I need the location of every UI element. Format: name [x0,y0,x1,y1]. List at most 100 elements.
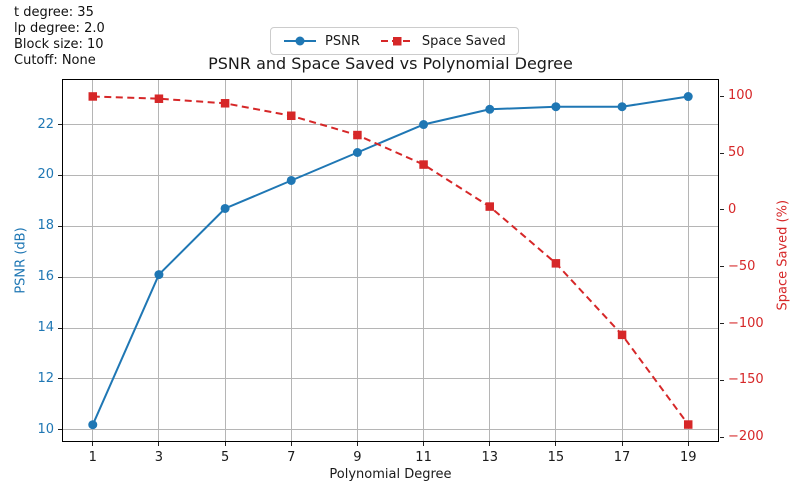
x-tick-mark [621,442,623,446]
x-tick-label: 9 [353,450,362,465]
x-gridline [687,80,689,441]
y-gridline [63,124,718,126]
y-right-tick-mark [720,323,724,324]
x-tick-mark [290,442,292,446]
series-canvas [88,92,693,430]
psnr-marker [485,104,495,114]
psnr-marker [154,270,164,280]
y-right-tick-label: −100 [728,315,764,331]
x-tick-mark [555,442,557,446]
y-gridline [63,225,718,227]
plot-area [62,79,719,442]
y-left-tick-mark [58,327,62,329]
y-left-tick-label: 12 [37,370,54,386]
x-tick-label: 3 [154,450,164,465]
psnr-marker [617,102,627,112]
psnr-marker [551,102,561,112]
space-saved-marker [683,420,693,429]
x-tick-label: 7 [287,450,296,465]
y-right-tick-label: −50 [728,258,756,274]
x-tick-mark [158,442,160,446]
x-tick-label: 17 [613,450,631,465]
y-right-tick-mark [720,152,724,154]
x-tick-label: 5 [220,450,230,465]
x-tick-mark [423,442,425,446]
y-gridline [63,276,718,278]
y-left-tick-mark [58,429,62,431]
x-gridline [489,80,491,441]
x-tick-mark [687,442,689,446]
y-gridline [63,378,718,380]
x-tick-mark [92,442,94,446]
x-tick-label: 13 [481,450,498,465]
legend-label-space-saved: Space Saved [421,33,506,49]
psnr-marker [220,203,230,213]
y-left-tick-label: 20 [37,167,54,183]
y-right-tick-label: 0 [728,201,737,217]
y-gridline [63,429,718,431]
psnr-marker [88,420,98,430]
y-right-tick-label: −200 [728,429,764,445]
psnr-line-swatch-icon [284,36,316,46]
psnr-marker [286,175,296,185]
x-gridline [290,80,292,441]
x-gridline [92,80,94,441]
space-saved-marker [220,99,230,108]
y-left-tick-mark [58,276,62,278]
y-left-tick-mark [58,378,62,380]
y-gridline [63,174,718,176]
psnr-line [91,95,689,426]
chart-title: PSNR and Space Saved vs Polynomial Degre… [208,54,573,73]
annotation-cutoff: Cutoff: None [14,53,96,68]
legend-item-space-saved: Space Saved [380,34,506,49]
x-gridline [621,80,623,441]
legend-item-psnr: PSNR [283,34,360,49]
space-saved-marker [287,111,296,121]
space-saved-marker [419,160,428,169]
x-tick-label: 11 [415,450,432,465]
y-right-tick-label: 100 [728,88,753,104]
y-left-tick-label: 22 [37,116,54,132]
x-tick-mark [489,442,491,446]
annotation-lp-degree: lp degree: 2.0 [14,21,105,36]
x-tick-label: 1 [88,450,97,465]
y-left-tick-mark [58,225,62,227]
psnr-marker [683,92,693,102]
annotation-block-size: Block size: 10 [14,37,104,52]
x-gridline [356,80,358,441]
y-right-tick-mark [720,379,724,381]
y-right-tick-mark [720,266,724,268]
psnr-marker [419,120,429,130]
y-left-tick-label: 18 [37,218,54,234]
space-saved-marker [353,130,362,140]
x-tick-mark [224,442,226,446]
x-tick-label: 15 [547,450,565,465]
y-left-tick-mark [58,124,62,126]
legend-label-psnr: PSNR [325,33,360,49]
parameter-annotations: t degree: 35 lp degree: 2.0 Block size: … [14,5,105,69]
y-right-tick-mark [720,95,724,97]
space-saved-line [92,95,690,426]
space-saved-marker [154,94,164,103]
y-axis-label-right: Space Saved (%) [775,199,791,311]
x-gridline [224,80,226,441]
y-left-tick-label: 14 [37,320,54,336]
space-saved-marker [485,202,494,211]
y-right-tick-label: 50 [728,145,745,161]
y-gridline [63,327,718,329]
space-saved-marker [88,92,98,101]
x-axis-label: Polynomial Degree [329,467,452,482]
legend: PSNR Space Saved [270,27,519,55]
psnr-marker [352,148,362,158]
x-gridline [423,80,425,441]
x-tick-label: 19 [679,450,697,465]
y-right-tick-mark [720,209,724,211]
y-right-tick-label: −150 [728,372,764,388]
y-left-tick-label: 16 [37,269,54,285]
space-saved-marker [617,330,627,340]
y-right-tick-mark [720,436,724,438]
x-gridline [158,80,160,441]
y-left-tick-label: 10 [37,421,54,437]
annotation-t-degree: t degree: 35 [14,5,94,20]
